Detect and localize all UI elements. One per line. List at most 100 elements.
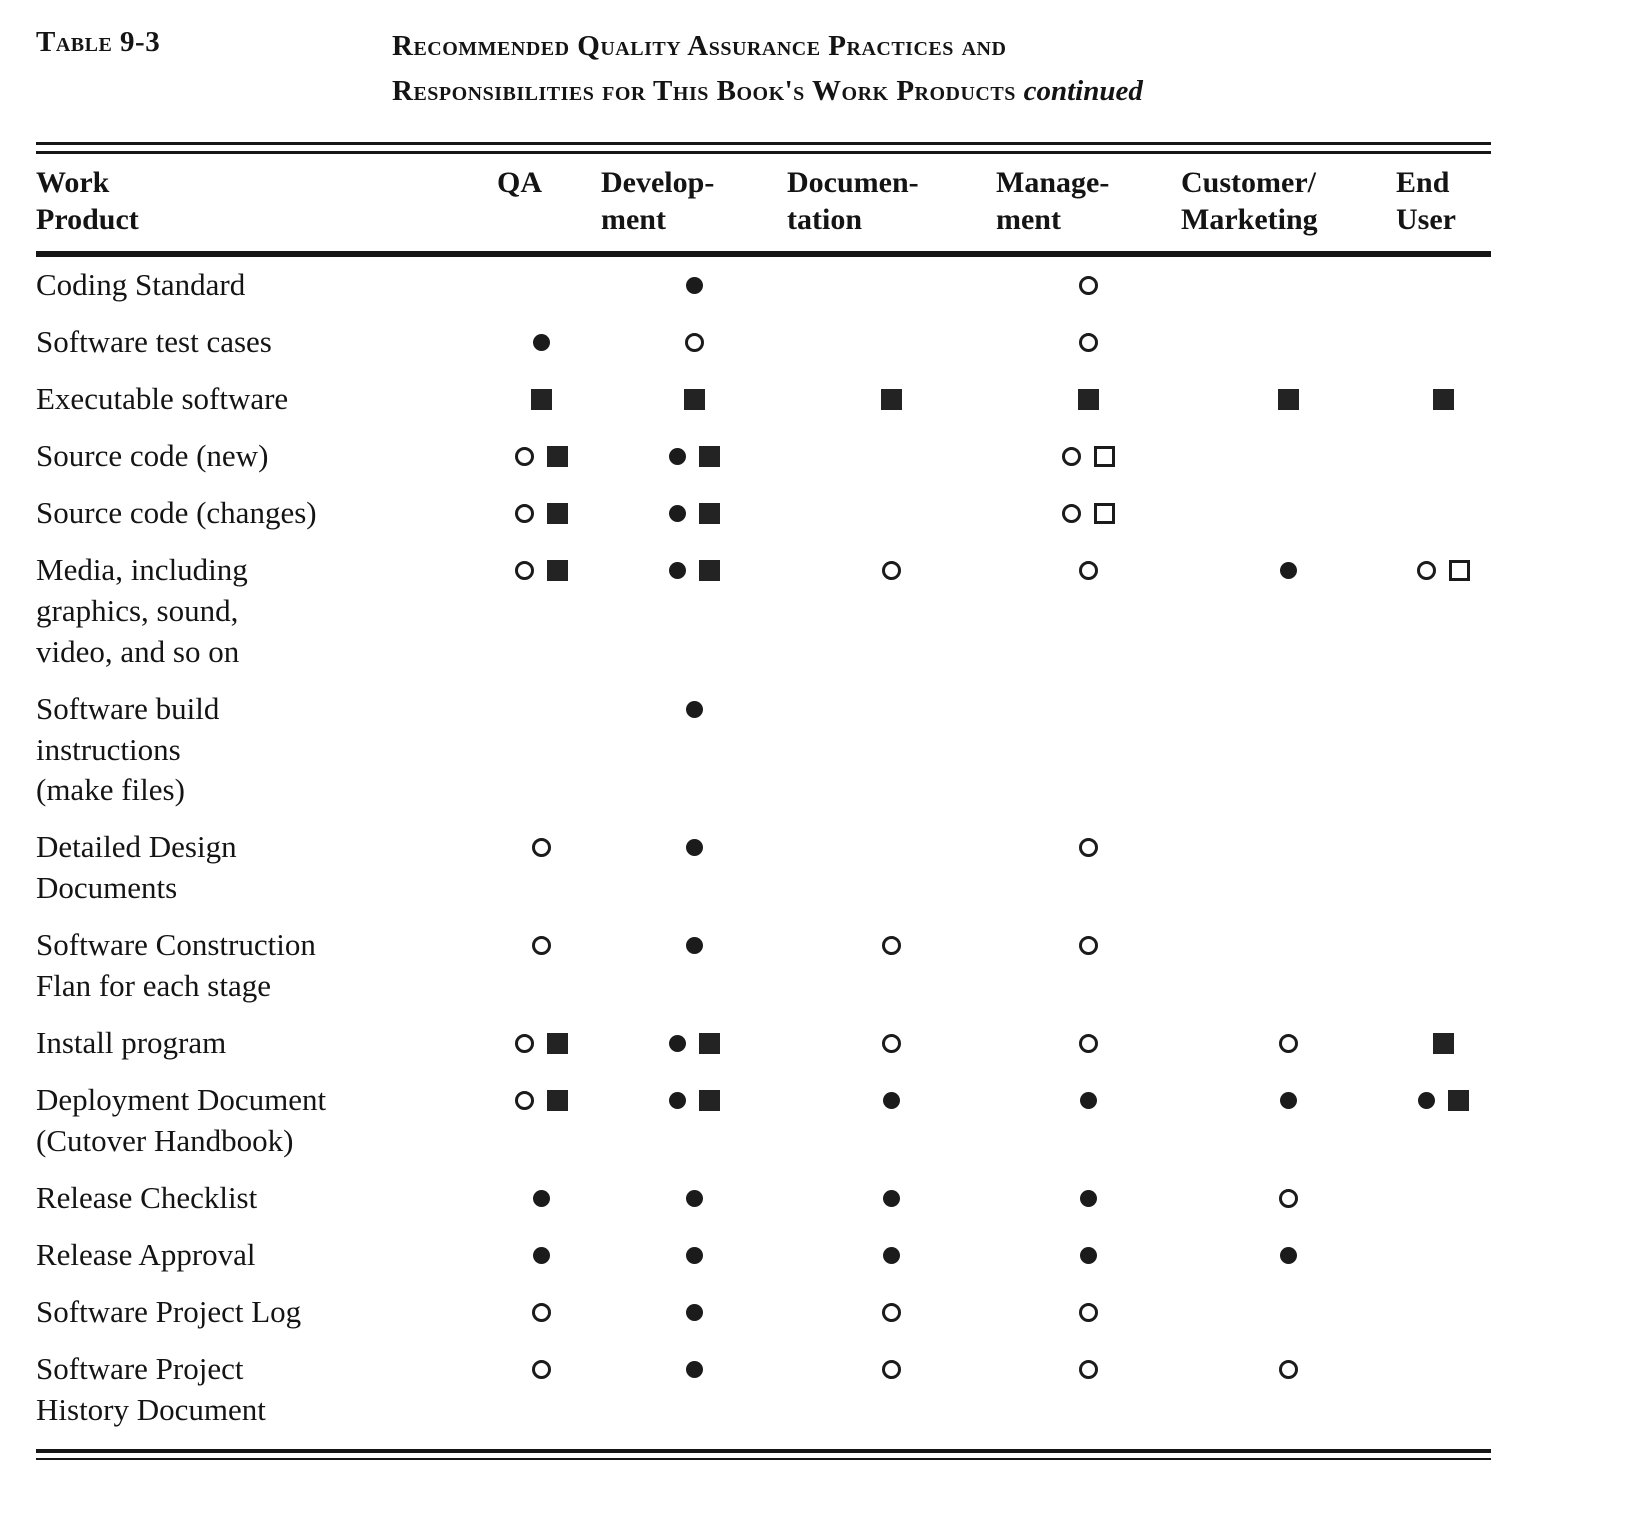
symbol-cell: [1396, 322, 1491, 363]
symbol-cell: [996, 1023, 1181, 1064]
top-double-rule: [36, 141, 1491, 154]
symbol-cell: [1181, 265, 1396, 306]
work-product-name: Release Checklist: [36, 1179, 258, 1215]
table-row: Install program: [36, 1015, 1491, 1072]
symbol-cell: [1396, 1349, 1491, 1390]
column-header-qa: QA: [497, 165, 542, 199]
symbol-cell: [996, 1292, 1181, 1333]
table-header-row: Work Product QA Develop- ment Documen- t…: [36, 154, 1491, 257]
table-row: Executable software: [36, 371, 1491, 428]
filled-circle-icon: [685, 1246, 703, 1264]
symbol-cell: [787, 550, 996, 591]
symbol-cell: [1396, 827, 1491, 868]
table-row: Software Project Log: [36, 1284, 1491, 1341]
filled-square-icon: [546, 559, 568, 581]
open-circle-icon: [1079, 1302, 1098, 1322]
work-product-name: Coding Standard: [36, 266, 246, 302]
column-header-development: Develop- ment: [601, 165, 715, 237]
symbol-cell: [1181, 550, 1396, 591]
filled-circle-icon: [668, 504, 686, 522]
symbol-cell: [1396, 379, 1491, 420]
table-label: Table 9-3: [36, 26, 161, 58]
symbol-cell: [1181, 827, 1396, 868]
column-header-end-user: End User: [1396, 165, 1456, 237]
open-circle-icon: [514, 1033, 534, 1053]
table-row: Software Project History Document: [36, 1341, 1491, 1439]
open-circle-icon: [1279, 1188, 1298, 1208]
symbol-cell: [787, 322, 996, 363]
symbol-cell: [787, 689, 996, 730]
filled-square-icon: [546, 1089, 568, 1111]
open-circle-icon: [1079, 838, 1098, 858]
table-row: Software Construction Flan for each stag…: [36, 917, 1491, 1015]
symbol-cell: [601, 1349, 787, 1390]
symbol-cell: [481, 436, 601, 477]
symbol-cell: [1181, 436, 1396, 477]
symbol-cell: [601, 265, 787, 306]
open-circle-icon: [882, 1302, 901, 1322]
symbol-cell: [996, 550, 1181, 591]
table-row: Source code (new): [36, 428, 1491, 485]
filled-square-icon: [698, 1089, 720, 1111]
symbol-cell: [996, 827, 1181, 868]
open-circle-icon: [514, 446, 534, 466]
work-product-name: Deployment Document (Cutover Handbook): [36, 1081, 327, 1158]
table-row: Software build instructions (make files): [36, 681, 1491, 820]
symbol-cell: [481, 379, 601, 420]
symbol-cell: [601, 925, 787, 966]
filled-square-icon: [1078, 388, 1099, 410]
filled-circle-icon: [1080, 1091, 1097, 1109]
work-product-name: Install program: [36, 1024, 227, 1060]
table-row: Coding Standard: [36, 257, 1491, 314]
symbol-cell: [787, 436, 996, 477]
table-title: Recommended Quality Assurance Practices …: [392, 24, 1143, 114]
work-product-name: Executable software: [36, 380, 289, 416]
filled-square-icon: [683, 388, 705, 410]
filled-circle-icon: [1280, 561, 1297, 579]
open-circle-icon: [1279, 1033, 1298, 1053]
symbol-cell: [601, 827, 787, 868]
symbol-cell: [787, 925, 996, 966]
filled-square-icon: [881, 388, 902, 410]
symbol-cell: [787, 1178, 996, 1219]
symbol-cell: [601, 1023, 787, 1064]
symbol-cell: [1181, 493, 1396, 534]
open-circle-icon: [882, 936, 901, 956]
symbol-cell: [1181, 1178, 1396, 1219]
table-row: Release Checklist: [36, 1170, 1491, 1227]
filled-circle-icon: [668, 1091, 686, 1109]
open-circle-icon: [1062, 503, 1081, 523]
filled-square-icon: [1448, 1089, 1469, 1111]
symbol-cell: [996, 1235, 1181, 1276]
symbol-cell: [601, 550, 787, 591]
symbol-cell: [601, 436, 787, 477]
filled-circle-icon: [532, 1246, 550, 1264]
symbol-cell: [601, 379, 787, 420]
filled-circle-icon: [532, 333, 550, 351]
symbol-cell: [1396, 265, 1491, 306]
open-circle-icon: [1079, 275, 1098, 295]
open-circle-icon: [531, 1359, 551, 1379]
filled-circle-icon: [685, 700, 703, 718]
symbol-cell: [1181, 925, 1396, 966]
work-product-name: Software build instructions (make files): [36, 690, 220, 808]
filled-circle-icon: [685, 1189, 703, 1207]
open-circle-icon: [1062, 446, 1081, 466]
filled-circle-icon: [1080, 1246, 1097, 1264]
symbol-cell: [601, 1292, 787, 1333]
symbol-cell: [996, 379, 1181, 420]
table-title-line2: Responsibilities for This Book's Work Pr…: [392, 74, 1016, 107]
filled-circle-icon: [1280, 1246, 1297, 1264]
open-circle-icon: [1279, 1359, 1298, 1379]
symbol-cell: [996, 493, 1181, 534]
symbol-cell: [481, 1080, 601, 1121]
table-row: Detailed Design Documents: [36, 819, 1491, 917]
symbol-cell: [481, 265, 601, 306]
filled-circle-icon: [685, 276, 703, 294]
symbol-cell: [481, 322, 601, 363]
filled-square-icon: [698, 445, 720, 467]
filled-square-icon: [1433, 388, 1454, 410]
filled-square-icon: [698, 502, 720, 524]
filled-circle-icon: [1080, 1189, 1097, 1207]
column-header-customer-marketing: Customer/ Marketing: [1181, 165, 1318, 237]
